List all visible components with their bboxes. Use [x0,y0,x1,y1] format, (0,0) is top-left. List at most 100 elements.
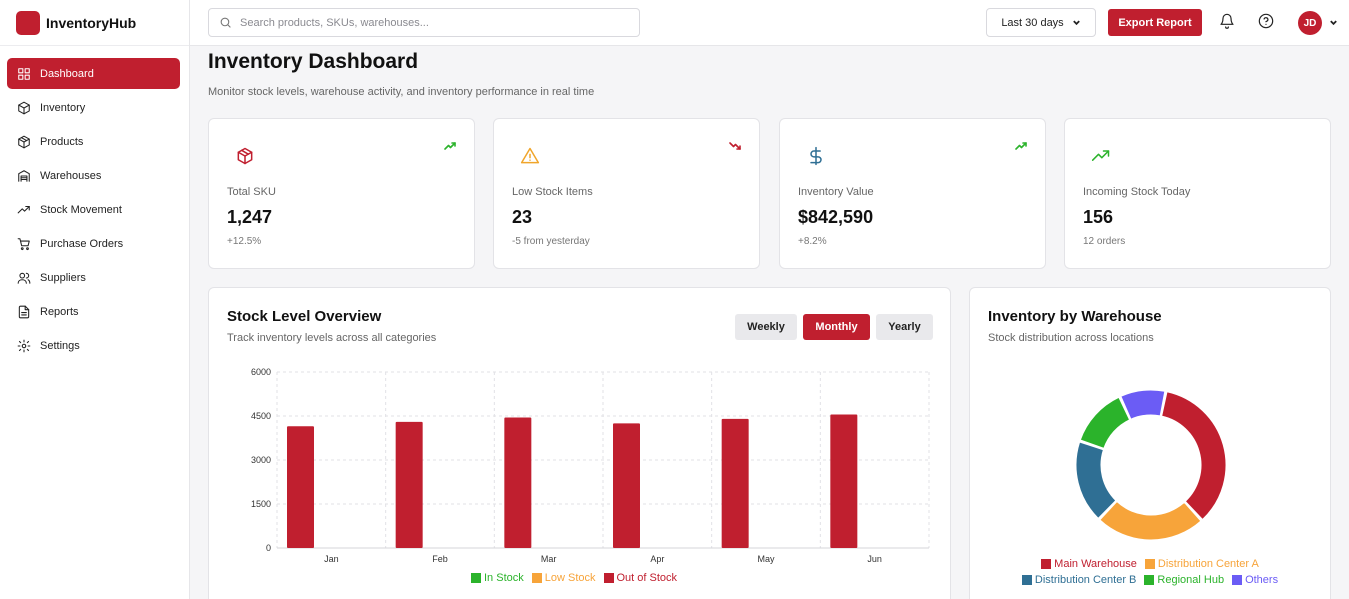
sidebar-item-purchase-orders[interactable]: Purchase Orders [7,228,180,259]
sidebar: InventoryHub Dashboard Inventory Product… [0,0,190,599]
stat-note: +8.2% [798,236,827,247]
bar-out-of-stock[interactable] [504,417,532,548]
bell-icon [1220,13,1234,29]
legend-label: Distribution Center B [1034,574,1137,586]
donut-slice-main-warehouse[interactable] [1161,391,1227,521]
search-box [208,8,640,37]
donut-slice-others[interactable] [1120,389,1166,420]
grid-icon [18,67,30,80]
stock-bar-chart: 0 1500 3000 4500 6000 Jan Feb Mar Apr May Jun [251,367,930,564]
x-tick-label: Mar [541,554,557,564]
stat-card-incoming-stock: Incoming Stock Today 156 12 orders [1064,118,1331,269]
legend-label: Main Warehouse [1054,558,1137,570]
page-title: Inventory Dashboard [208,50,419,73]
bar-out-of-stock[interactable] [287,426,314,548]
sidebar-item-label: Suppliers [40,271,86,284]
export-report-button[interactable]: Export Report [1108,9,1202,36]
stat-label: Incoming Stock Today [1083,186,1191,198]
trend-down-icon [729,138,741,150]
donut-slice-regional-hub[interactable] [1079,396,1131,449]
sidebar-item-warehouses[interactable]: Warehouses [7,160,180,191]
x-tick-label: Apr [650,554,664,564]
stat-label: Total SKU [227,186,276,198]
y-tick-label: 6000 [251,367,271,377]
file-icon [18,305,30,318]
legend-swatch [471,573,481,583]
legend-item[interactable]: Main Warehouse [1041,558,1137,570]
warning-icon [520,146,540,166]
legend-item[interactable]: Distribution Center B [1021,574,1137,586]
help-icon [1258,13,1274,29]
donut-slice-distribution-center-a[interactable] [1099,500,1202,541]
stat-label: Low Stock Items [512,186,593,198]
brand[interactable]: InventoryHub [0,0,189,46]
legend-label: Low Stock [544,572,596,584]
avatar[interactable]: JD [1298,11,1322,35]
tab-weekly[interactable]: Weekly [735,314,797,340]
stat-value: $842,590 [798,207,874,227]
package-icon [235,146,255,166]
sidebar-item-label: Purchase Orders [40,237,124,250]
sidebar-item-settings[interactable]: Settings [7,330,180,361]
cart-icon [17,237,30,250]
notifications-button[interactable] [1219,13,1237,31]
brand-name: InventoryHub [46,14,137,31]
sidebar-item-suppliers[interactable]: Suppliers [7,262,180,293]
chevron-down-icon [1072,20,1080,26]
legend-item[interactable]: In Stock [471,572,524,584]
stat-card-total-sku: Total SKU 1,247 +12.5% [208,118,475,269]
box-icon [18,101,30,114]
tab-yearly[interactable]: Yearly [876,314,933,340]
sidebar-item-stock-movement[interactable]: Stock Movement [7,194,180,225]
x-tick-label: May [757,554,775,564]
bar-out-of-stock[interactable] [613,423,640,548]
bar-out-of-stock[interactable] [395,421,423,548]
legend-label: Distribution Center A [1157,558,1259,570]
package-icon [18,135,30,148]
date-range-dropdown[interactable]: Last 30 days [986,8,1096,37]
donut-slice-distribution-center-b[interactable] [1075,441,1117,520]
panel-title: Inventory by Warehouse [988,308,1162,325]
sidebar-item-label: Inventory [40,101,86,114]
legend-swatch [1144,575,1155,585]
stat-note: -5 from yesterday [512,236,590,247]
brand-logo [16,10,40,35]
legend-swatch [603,573,614,583]
legend-label: Out of Stock [616,572,678,584]
legend-label: Others [1245,574,1279,586]
trend-up-icon [444,138,456,150]
tab-monthly[interactable]: Monthly [803,314,870,340]
panel-subtitle: Stock distribution across locations [988,332,1154,344]
chevron-down-icon[interactable] [1329,18,1338,27]
search-input[interactable] [240,16,620,29]
stat-value: 156 [1083,207,1114,227]
sidebar-item-label: Products [40,135,84,148]
legend-item[interactable]: Others [1232,574,1278,586]
dollar-icon [806,146,826,166]
panel-subtitle: Track inventory levels across all catego… [227,332,437,344]
panel-title: Stock Level Overview [227,308,382,325]
legend-row: Main Warehouse Distribution Center A [970,556,1330,572]
x-tick-label: Jun [867,554,882,564]
bar-out-of-stock[interactable] [830,414,858,548]
search-icon [220,17,231,28]
sidebar-item-dashboard[interactable]: Dashboard [7,58,180,89]
trending-up-icon [1091,146,1111,166]
help-button[interactable] [1258,13,1276,31]
topbar: Last 30 days Export Report JD [190,0,1349,46]
page-subtitle: Monitor stock levels, warehouse activity… [208,86,595,98]
legend-item[interactable]: Distribution Center A [1144,558,1259,570]
legend-item[interactable]: Low Stock [531,572,596,584]
warehouse-panel: Inventory by Warehouse Stock distributio… [969,287,1331,599]
y-tick-label: 0 [266,543,271,553]
users-icon [17,272,31,284]
sidebar-item-reports[interactable]: Reports [7,296,180,327]
donut-chart-legend: Main Warehouse Distribution Center A Distr… [970,556,1330,588]
bar-out-of-stock[interactable] [721,418,749,548]
stock-level-panel: Stock Level Overview Track inventory lev… [208,287,951,599]
legend-item[interactable]: Out of Stock [603,572,678,584]
sidebar-item-products[interactable]: Products [7,126,180,157]
legend-swatch [1232,575,1243,585]
legend-item[interactable]: Regional Hub [1144,574,1224,586]
sidebar-item-inventory[interactable]: Inventory [7,92,180,123]
